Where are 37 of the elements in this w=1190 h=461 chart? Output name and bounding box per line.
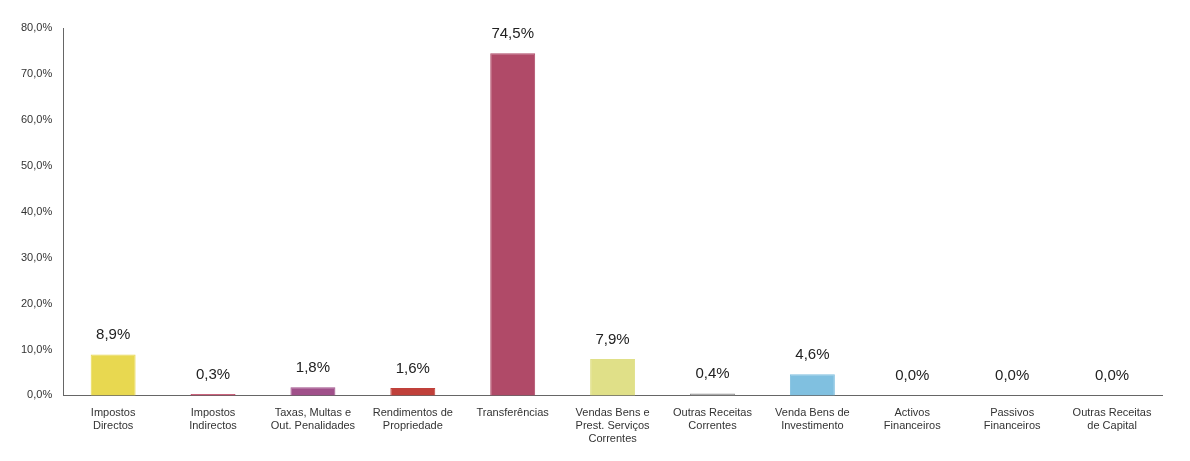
x-tick-label: Taxas, Multas e Out. Penalidades [270, 406, 356, 432]
bar [90, 354, 136, 396]
bar [490, 53, 536, 396]
x-tick-label: Transferências [476, 406, 550, 419]
data-label: 7,9% [595, 329, 630, 347]
data-label: 0,4% [695, 364, 730, 382]
bar [390, 388, 436, 396]
y-tick-label: 10,0% [20, 342, 53, 355]
data-label: 4,6% [795, 344, 830, 362]
y-tick-label: 50,0% [20, 158, 53, 171]
data-label: 0,0% [1094, 366, 1130, 384]
x-tick-label: Rendimentos de Propriedade [372, 406, 453, 432]
x-tick-label: Vendas Bens e Prest. Serviços Correntes [575, 406, 651, 445]
data-label: 8,9% [96, 325, 131, 343]
x-tick-label: Venda Bens de Investimento [775, 406, 850, 432]
x-tick-label: Passivos Financeiros [983, 406, 1042, 432]
x-tick-label: Impostos Indirectos [189, 406, 238, 432]
y-tick-label: 20,0% [20, 296, 53, 309]
x-tick-label: Activos Financeiros [883, 406, 942, 432]
y-tick-label: 30,0% [20, 250, 53, 263]
data-label: 1,8% [295, 357, 331, 375]
y-tick-label: 70,0% [20, 66, 53, 79]
data-label: 74,5% [491, 23, 534, 41]
data-label: 0,0% [995, 366, 1030, 384]
bar [590, 359, 636, 396]
bar [290, 387, 336, 396]
y-tick-label: 0,0% [27, 388, 53, 401]
x-tick-label: Outras Receitas Correntes [673, 406, 753, 432]
x-tick-label: Impostos Directos [90, 406, 136, 432]
data-label: 0,0% [895, 366, 930, 384]
bar [789, 374, 835, 396]
y-tick-label: 80,0% [20, 21, 53, 34]
x-tick-label: Outras Receitas de Capital [1072, 406, 1152, 432]
y-tick-label: 60,0% [20, 112, 53, 125]
data-label: 1,6% [395, 358, 430, 376]
y-tick-label: 40,0% [20, 204, 53, 217]
data-label: 0,3% [195, 364, 231, 382]
